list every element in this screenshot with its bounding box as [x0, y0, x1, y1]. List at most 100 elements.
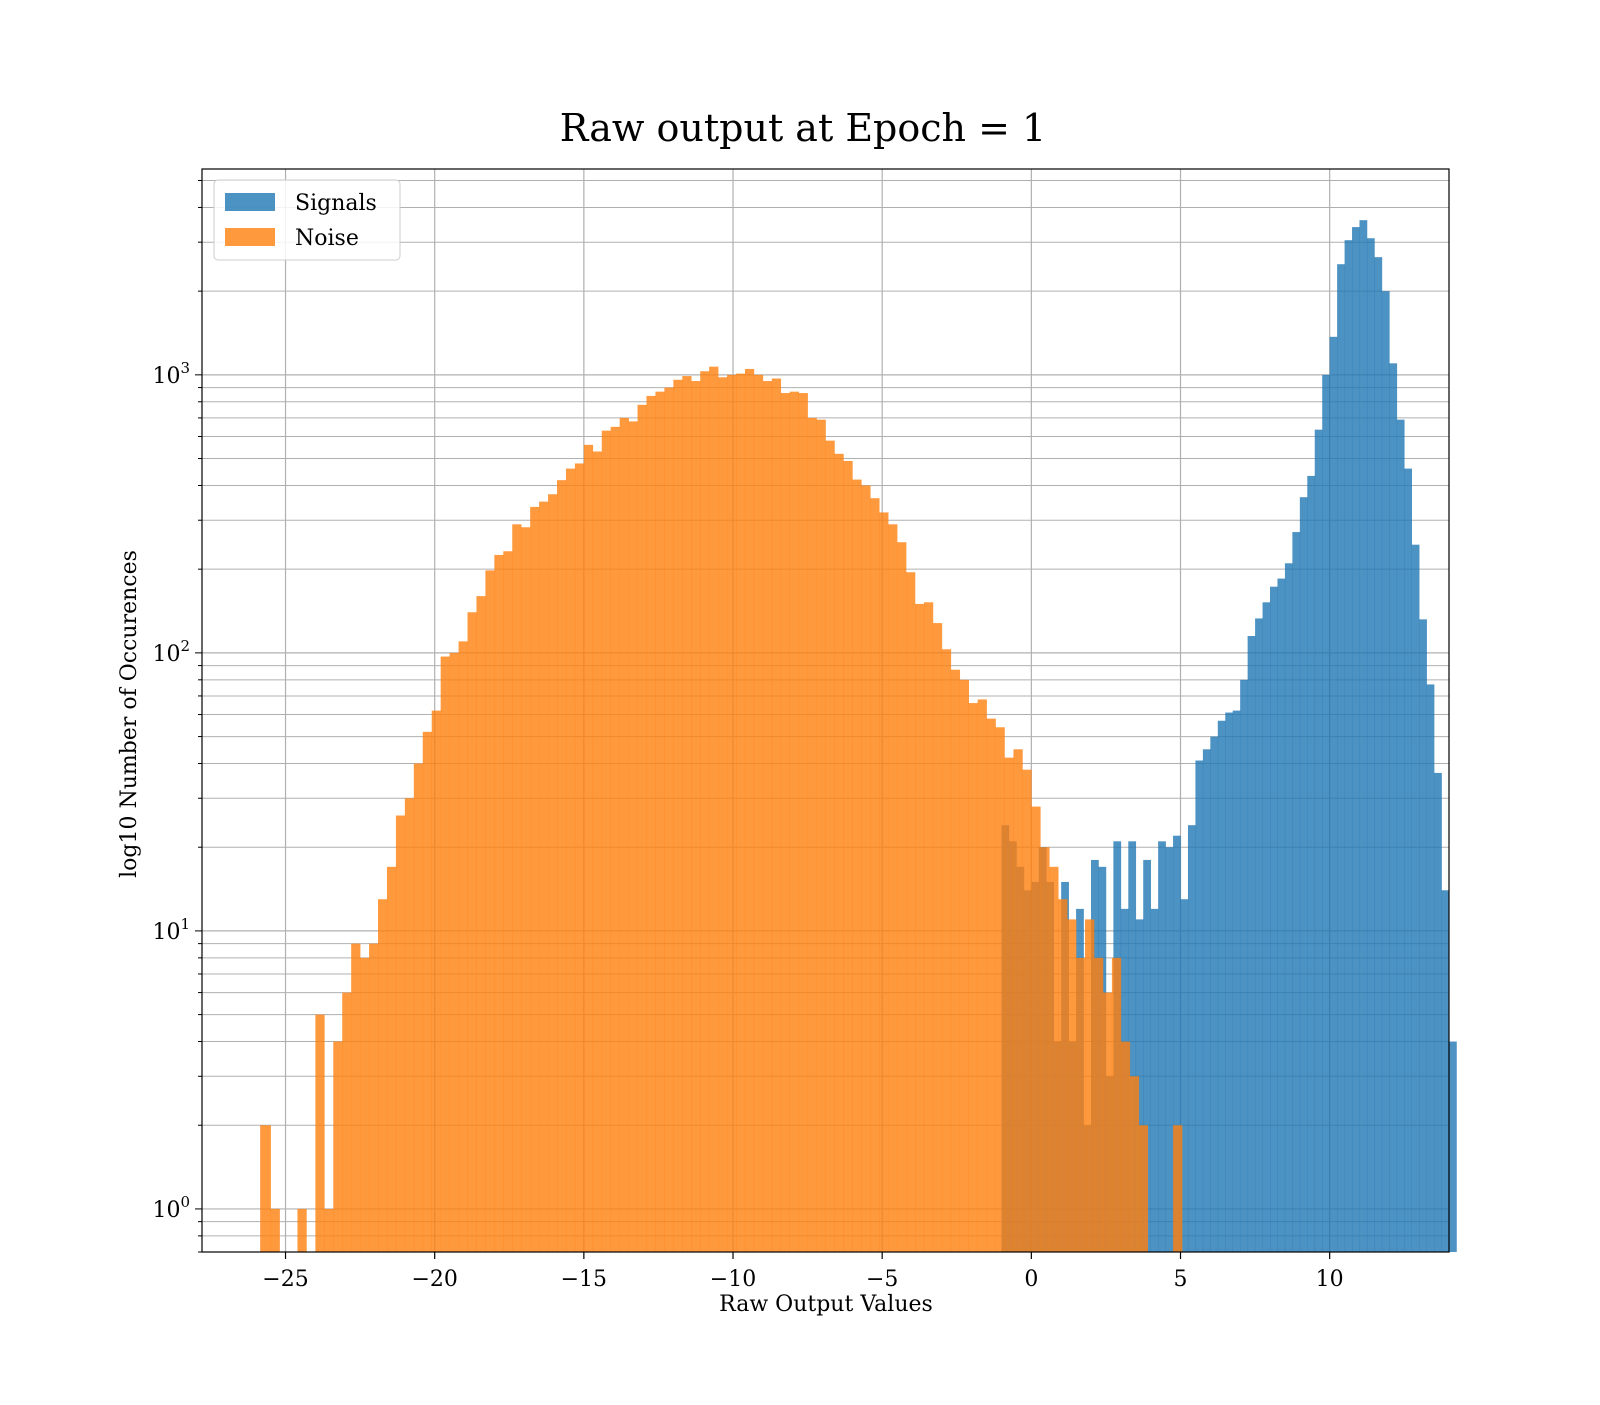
y-axis-label: log10 Number of Occurences [117, 550, 142, 878]
histogram-bar-signals [1187, 825, 1196, 1252]
histogram-bar-noise [897, 542, 907, 1252]
axis-ticks: −25 −20 −15 −10 −5 0 5 10 100 101 102 103 [152, 180, 1344, 1292]
histogram-bar-noise [1138, 1125, 1148, 1252]
histogram-bar-noise [378, 899, 388, 1252]
histogram-bar-noise [959, 679, 969, 1252]
histogram-bar-noise [413, 763, 424, 1252]
x-tick-label: −25 [262, 1267, 308, 1292]
histogram-bar-noise [941, 649, 952, 1252]
histogram-bar-noise [628, 421, 638, 1252]
histogram-bar-signals [1404, 468, 1413, 1253]
histogram-bar-noise [404, 798, 415, 1252]
histogram-bar-noise [386, 866, 397, 1252]
histogram-bar-signals [1270, 586, 1278, 1252]
histogram-bar-signals [1449, 1041, 1457, 1252]
histogram-bar-noise [923, 602, 934, 1252]
x-tick-label: 10 [1316, 1267, 1344, 1292]
histogram-bar-noise [691, 381, 701, 1252]
histogram-bar-signals [1284, 563, 1293, 1252]
histogram-bar-noise [494, 554, 504, 1252]
histogram-bar-noise [1111, 957, 1122, 1252]
histogram-bar-signals [1202, 749, 1211, 1252]
y-tick-label: 100 [152, 1193, 190, 1223]
histogram-bar-signals [1210, 736, 1219, 1252]
histogram-bar-noise [1173, 1125, 1183, 1252]
histogram-bar-noise [485, 570, 495, 1252]
histogram-bar-noise [476, 596, 486, 1252]
histogram-bar-signals [1419, 619, 1427, 1252]
histogram-bar-noise [1129, 1076, 1140, 1252]
histogram-bar-noise [565, 468, 576, 1253]
legend-swatch-signals [225, 193, 275, 211]
histogram-bar-signals [1344, 240, 1353, 1253]
x-tick-label: −5 [866, 1267, 898, 1292]
histogram-bar-noise [655, 391, 665, 1252]
histogram-bar-noise [744, 368, 755, 1253]
histogram-bar-noise [1102, 992, 1113, 1252]
histogram-bar-noise [995, 727, 1005, 1252]
histogram-bar-noise [986, 718, 996, 1252]
histogram-bar-noise [1013, 749, 1023, 1252]
x-tick-label: −15 [561, 1267, 607, 1292]
histogram-bar-noise [297, 1208, 307, 1252]
histogram-bar-signals [1299, 497, 1308, 1253]
histogram-bar-noise [762, 381, 773, 1252]
histogram-bar-noise [1031, 806, 1041, 1252]
histogram-bar-noise [852, 479, 862, 1252]
histogram-bar-noise [1040, 847, 1050, 1252]
histogram-bar-signals [1434, 772, 1442, 1252]
histogram-bar-signals [1359, 220, 1368, 1253]
legend-label-signals: Signals [295, 191, 377, 216]
histogram-bar-noise [825, 440, 835, 1252]
histogram-bar-signals [1173, 835, 1181, 1252]
y-tick-label: 103 [152, 359, 190, 389]
histogram-bar-signals [1217, 720, 1226, 1252]
histogram-bar-noise [736, 373, 746, 1252]
histogram-bar-noise [914, 603, 925, 1252]
histogram-bar-noise [324, 1208, 334, 1252]
histogram-bar-signals [1411, 544, 1420, 1252]
histogram-bar-noise [449, 652, 459, 1252]
histogram-bar-noise [458, 641, 468, 1252]
histogram-bar-noise [619, 417, 629, 1252]
histogram-bar-signals [1329, 336, 1338, 1252]
histogram-bar-noise [1093, 957, 1104, 1252]
histogram-bar-signals [1225, 712, 1234, 1252]
histogram-bars [260, 220, 1457, 1253]
histogram-bar-noise [700, 371, 710, 1253]
histogram-bar-noise [906, 572, 916, 1252]
legend-label-noise: Noise [295, 226, 359, 251]
histogram-bar-noise [789, 391, 799, 1252]
histogram-bar-noise [1085, 919, 1095, 1252]
histogram-bar-signals [1128, 841, 1137, 1252]
histogram-bar-noise [610, 426, 620, 1252]
histogram-bar-noise [1022, 769, 1032, 1252]
y-tick-label: 102 [152, 637, 190, 667]
histogram-bar-noise [260, 1125, 271, 1252]
histogram-bar-noise [798, 393, 808, 1253]
histogram-bar-signals [1374, 257, 1383, 1252]
histogram-bar-noise [342, 992, 352, 1252]
histogram-bar-noise [807, 417, 817, 1252]
y-tick-label: 101 [152, 915, 190, 945]
histogram-bar-noise [664, 387, 674, 1252]
histogram-bar-signals [1240, 679, 1248, 1252]
histogram-bar-noise [932, 623, 943, 1252]
histogram-bar-noise [753, 374, 764, 1252]
histogram-bar-noise [861, 485, 871, 1252]
x-axis-label: Raw Output Values [719, 1292, 933, 1317]
histogram-bar-signals [1262, 602, 1271, 1252]
histogram-bar-noise [351, 943, 361, 1252]
histogram-bar-noise [968, 703, 978, 1252]
histogram-bar-signals [1441, 890, 1450, 1252]
histogram-bar-signals [1158, 841, 1166, 1252]
histogram-bar-signals [1389, 363, 1398, 1252]
histogram-bar-signals [1180, 899, 1189, 1252]
histogram-bar-signals [1366, 238, 1375, 1252]
histogram-bar-noise [888, 524, 898, 1252]
histogram-bar-noise [557, 480, 567, 1253]
histogram-bar-noise [879, 512, 889, 1252]
histogram-bar-noise [771, 378, 782, 1252]
